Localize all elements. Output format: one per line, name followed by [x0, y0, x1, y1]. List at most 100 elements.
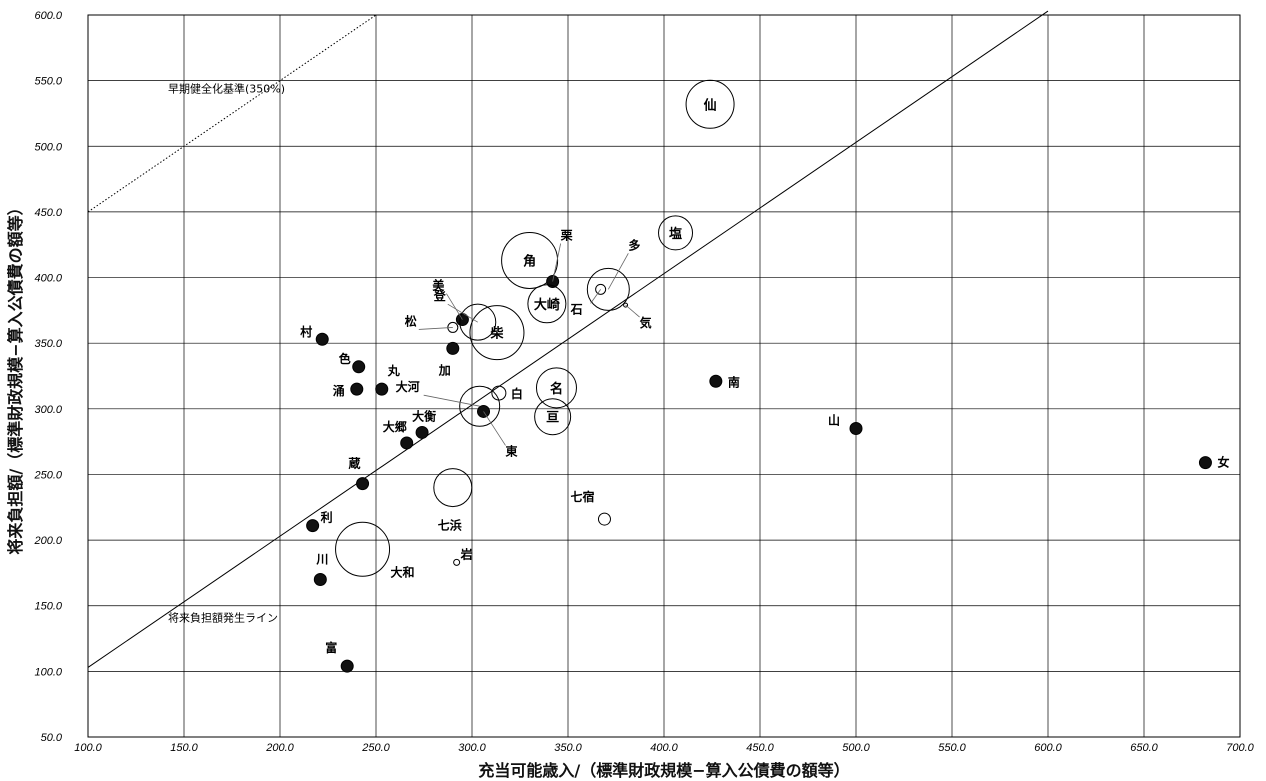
y-tick-label: 550.0 — [34, 76, 62, 88]
point-label: 七宿 — [570, 489, 594, 504]
point-label: 利 — [321, 510, 333, 525]
y-tick-label: 250.0 — [33, 469, 62, 481]
point-涌 — [350, 382, 364, 396]
point-丸 — [375, 382, 389, 396]
leader-line — [423, 394, 480, 407]
future-burden-caption: 将来負担額発生ライン — [168, 610, 278, 624]
point-白 — [491, 385, 507, 401]
x-tick-label: 450.0 — [746, 742, 774, 754]
x-axis-ticks: 100.0 150.0 200.0 250.0 300.0 350.0 400.0 450.0… — [74, 742, 1254, 754]
data-points — [306, 79, 1212, 673]
point-仙 — [685, 79, 735, 129]
point-label: 大郷 — [383, 419, 407, 434]
point-label: 丸 — [387, 363, 401, 378]
x-tick-label: 350.0 — [554, 742, 582, 754]
point-label: 涌 — [333, 383, 345, 398]
point-label: 大和 — [391, 564, 415, 579]
y-tick-label: 50.0 — [41, 732, 63, 744]
point-label: 気 — [640, 315, 652, 330]
point-label: 岩 — [460, 546, 473, 561]
y-tick-label: 600.0 — [34, 10, 62, 22]
leader-line — [590, 289, 601, 304]
y-tick-label: 350.0 — [34, 338, 62, 350]
point-label: 亘 — [546, 411, 559, 426]
point-label: 角 — [523, 253, 536, 269]
point-label: 多 — [628, 237, 640, 252]
point-label: 松 — [405, 313, 417, 328]
leader-line — [446, 293, 463, 320]
y-axis-title: 将来負担額/（標準財政規模−算入公債費の額等） — [6, 199, 25, 555]
x-tick-label: 250.0 — [361, 742, 390, 754]
point-label: 名 — [550, 381, 563, 397]
point-label: 仙 — [704, 97, 717, 113]
point-label: 東 — [506, 443, 518, 458]
point-川 — [313, 572, 327, 586]
leader-line — [607, 253, 629, 290]
point-label: 柴 — [489, 326, 504, 342]
point-南 — [709, 374, 723, 388]
x-tick-label: 600.0 — [1034, 742, 1062, 754]
point-label: 登 — [433, 288, 447, 303]
leader-line — [483, 411, 506, 446]
point-label: 大衡 — [412, 408, 436, 423]
point-気 — [623, 302, 629, 308]
x-tick-label: 300.0 — [458, 742, 486, 754]
x-tick-label: 200.0 — [265, 742, 294, 754]
point-label: 塩 — [669, 226, 682, 242]
point-村 — [315, 332, 329, 346]
x-tick-label: 650.0 — [1130, 742, 1158, 754]
point-label: 大河 — [396, 379, 420, 394]
point-石 — [595, 283, 607, 295]
point-利 — [306, 519, 320, 533]
point-富 — [340, 659, 354, 673]
point-label: 加 — [438, 362, 451, 377]
y-axis-ticks: 50.0 100.0 150.0 200.0 250.0 300.0 350.0 400.0 4… — [33, 10, 62, 744]
y-tick-label: 500.0 — [34, 141, 62, 153]
y-tick-label: 150.0 — [34, 601, 62, 613]
x-tick-label: 700.0 — [1226, 742, 1254, 754]
point-七浜 — [433, 468, 473, 508]
point-加 — [446, 341, 460, 355]
point-多 — [586, 267, 630, 311]
point-label: 栗 — [561, 228, 573, 242]
point-塩 — [658, 215, 694, 251]
point-蔵 — [356, 477, 370, 491]
early-soundness-line — [87, 14, 377, 213]
point-岩 — [453, 558, 461, 566]
point-label: 白 — [511, 386, 523, 401]
x-tick-label: 550.0 — [938, 742, 966, 754]
point-label: 七浜 — [438, 518, 462, 533]
leader-line — [418, 327, 453, 330]
point-label: 山 — [828, 413, 840, 428]
point-label: 南 — [728, 374, 740, 389]
point-名 — [535, 367, 577, 409]
point-女 — [1198, 456, 1212, 470]
point-label: 富 — [325, 640, 337, 655]
point-label: 村 — [300, 324, 312, 339]
reference-lines: 早期健全化基準(350%) 将来負担額発生ライン — [87, 10, 1049, 668]
y-tick-label: 450.0 — [34, 207, 62, 219]
point-大和 — [335, 521, 391, 577]
point-山 — [849, 422, 863, 436]
x-tick-label: 100.0 — [74, 742, 102, 754]
point-label: 女 — [1217, 455, 1229, 470]
point-角 — [501, 231, 559, 289]
y-tick-label: 300.0 — [34, 404, 62, 416]
leader-line — [625, 304, 640, 318]
point-label: 美 — [432, 278, 445, 293]
x-tick-label: 400.0 — [650, 742, 678, 754]
point-大崎 — [527, 284, 567, 324]
grid-lines — [87, 14, 1241, 738]
point-大郷 — [400, 436, 414, 450]
point-label: 石 — [570, 302, 583, 316]
y-tick-label: 200.0 — [33, 535, 62, 547]
point-柴 — [469, 305, 525, 361]
point-label: 蔵 — [349, 456, 361, 471]
point-label: 川 — [315, 552, 328, 566]
x-axis-title: 充当可能歳入/（標準財政規模−算入公債費の額等） — [478, 761, 850, 780]
y-tick-label: 100.0 — [34, 666, 62, 678]
leader-line — [447, 303, 478, 323]
point-色 — [352, 360, 366, 374]
